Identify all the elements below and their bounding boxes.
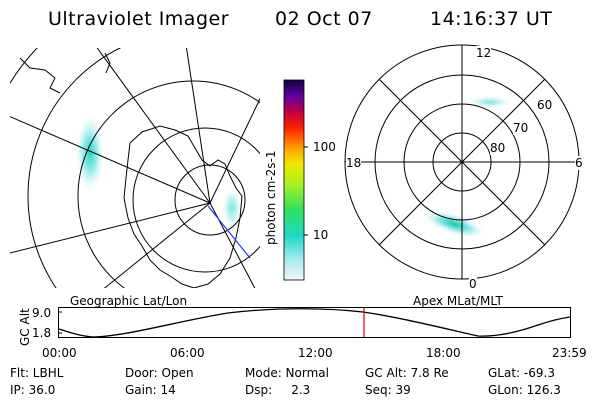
mlt-label-0: 0 xyxy=(469,277,477,291)
status-gain: Gain: 14 xyxy=(125,383,176,397)
altitude-curve xyxy=(58,308,571,338)
status-glon: GLon: 126.3 xyxy=(488,383,561,397)
status-gc-alt: GC Alt: 7.8 Re xyxy=(365,366,449,380)
status-glat: GLat: -69.3 xyxy=(488,366,555,380)
status-dsp: Dsp: 2.3 xyxy=(245,383,311,397)
aurora-patch xyxy=(468,96,512,108)
footprint-line xyxy=(207,205,251,259)
colorbar-unit-label: photon cm-2s-1 xyxy=(264,150,278,246)
aurora-patch xyxy=(76,115,104,191)
mlat-label-80: 80 xyxy=(490,141,506,155)
latitude-circle xyxy=(132,127,260,273)
colorbar-tick-10: 10 xyxy=(313,228,329,242)
status-door: Door: Open xyxy=(125,366,194,380)
status-mode: Mode: Normal xyxy=(245,366,329,380)
time-label: 14:16:37 UT xyxy=(430,8,553,30)
meridian xyxy=(10,202,211,254)
meridian xyxy=(10,116,211,204)
aurora-patch xyxy=(222,188,242,228)
latitude-circle xyxy=(174,164,246,236)
coast-outline xyxy=(104,52,111,74)
mlt-label-6: 6 xyxy=(575,156,583,170)
colorbar-tick-100: 100 xyxy=(313,140,336,154)
meridian xyxy=(96,48,211,204)
polar-plot xyxy=(344,44,580,280)
time-tick-2359: 23:59 xyxy=(552,346,587,360)
status-seq: Seq: 39 xyxy=(365,383,411,397)
mlat-label-60: 60 xyxy=(537,98,553,112)
date-label: 02 Oct 07 xyxy=(275,8,373,30)
mlt-label-12: 12 xyxy=(476,46,492,60)
altitude-ytick-9: 9.0 xyxy=(32,306,52,320)
altitude-ylabel: GC Alt xyxy=(18,308,32,346)
meridian xyxy=(186,48,211,204)
time-tick-0600: 06:00 xyxy=(170,346,205,360)
meridian xyxy=(103,202,211,288)
apex-panel-label: Apex MLat/MLT xyxy=(413,294,503,308)
latitude-circle xyxy=(27,48,122,288)
geographic-panel-label: Geographic Lat/Lon xyxy=(70,294,188,308)
time-tick-0000: 00:00 xyxy=(42,346,77,360)
latitude-circle xyxy=(77,80,260,288)
aurora-patch xyxy=(423,210,485,238)
continent-outline xyxy=(123,125,243,288)
time-tick-1200: 12:00 xyxy=(298,346,333,360)
mlat-label-70: 70 xyxy=(513,121,529,135)
mlt-label-18: 18 xyxy=(346,156,362,170)
meridian xyxy=(209,97,260,204)
mlt-meridian xyxy=(378,78,546,246)
time-tick-1800: 18:00 xyxy=(426,346,461,360)
geographic-map xyxy=(10,48,260,288)
colorbar xyxy=(283,79,308,281)
status-ip: IP: 36.0 xyxy=(10,383,56,397)
coast-outline xyxy=(19,57,61,94)
altitude-plot xyxy=(58,307,571,338)
altitude-ytick-1: 1.8 xyxy=(32,326,52,340)
status-filter: Flt: LBHL xyxy=(10,366,64,380)
instrument-title: Ultraviolet Imager xyxy=(48,8,230,30)
